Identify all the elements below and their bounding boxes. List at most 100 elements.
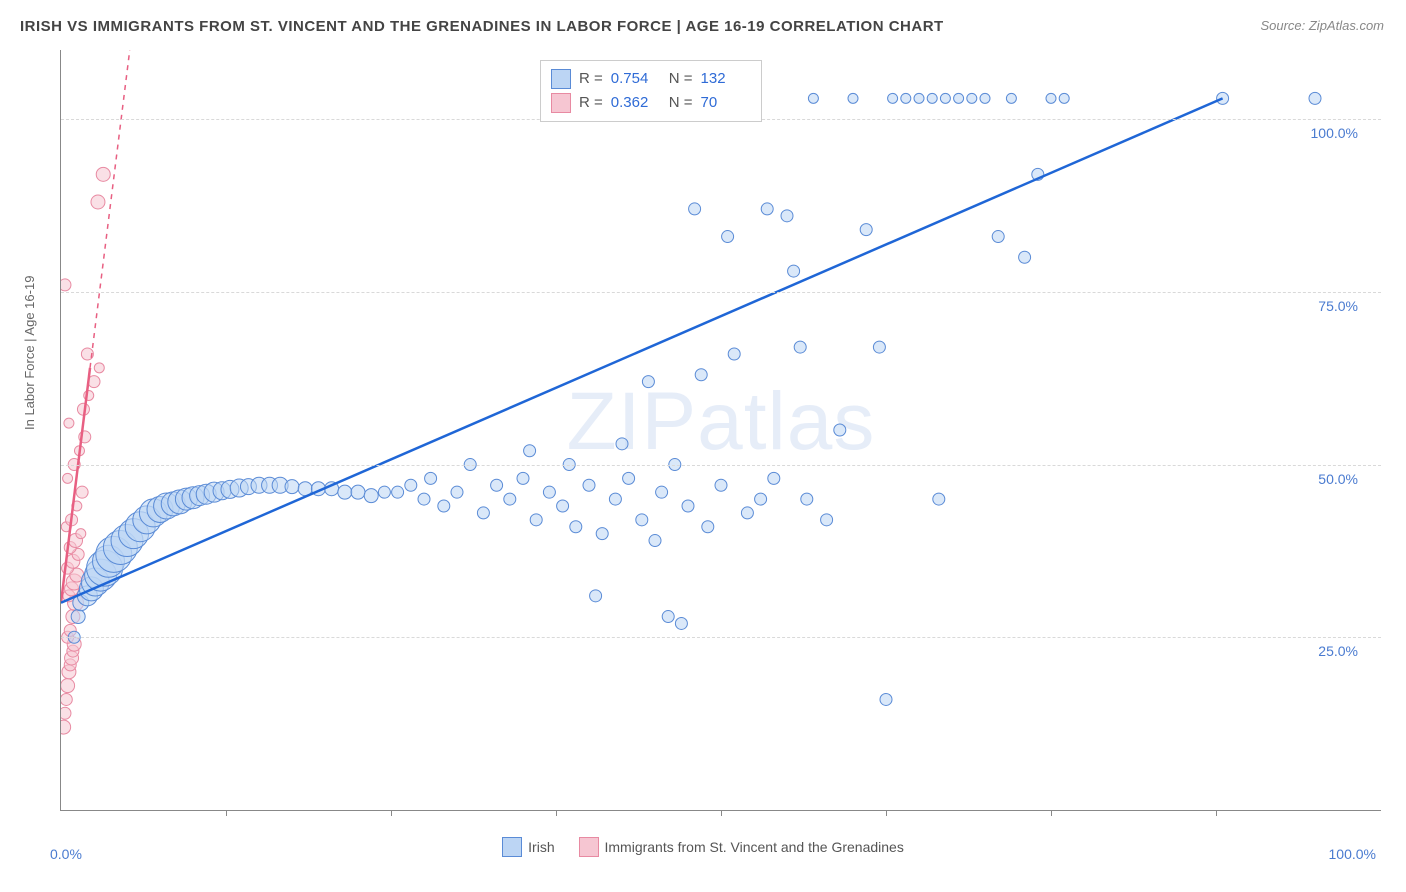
data-point (702, 521, 714, 533)
data-point (642, 376, 654, 388)
x-tick (391, 810, 392, 816)
data-point (649, 535, 661, 547)
series-legend: Irish Immigrants from St. Vincent and th… (0, 837, 1406, 860)
data-point (61, 679, 75, 693)
data-point (1046, 93, 1056, 103)
data-point (71, 610, 85, 624)
data-point (338, 485, 352, 499)
swatch-irish (502, 837, 522, 857)
y-axis-label: In Labor Force | Age 16-19 (22, 276, 37, 430)
legend-row-svg: R = 0.362 N = 70 (551, 91, 751, 115)
trend-line (61, 98, 1223, 602)
data-point (888, 93, 898, 103)
x-tick (1051, 810, 1052, 816)
data-point (788, 265, 800, 277)
data-point (954, 93, 964, 103)
data-point (63, 473, 73, 483)
legend-item-svg: Immigrants from St. Vincent and the Gren… (579, 837, 904, 857)
gridline (61, 637, 1381, 638)
data-point (91, 195, 105, 209)
swatch-svg (579, 837, 599, 857)
data-point (285, 480, 299, 494)
data-point (438, 500, 450, 512)
n-label: N = (669, 91, 693, 115)
data-point (695, 369, 707, 381)
data-point (491, 479, 503, 491)
data-point (781, 210, 793, 222)
data-point (418, 493, 430, 505)
data-point (425, 472, 437, 484)
data-point (992, 231, 1004, 243)
data-point (530, 514, 542, 526)
data-point (933, 493, 945, 505)
n-value-svg: 70 (701, 91, 751, 115)
data-point (570, 521, 582, 533)
data-point (557, 500, 569, 512)
r-value-svg: 0.362 (611, 91, 661, 115)
x-tick (721, 810, 722, 816)
data-point (808, 93, 818, 103)
data-point (801, 493, 813, 505)
data-point (590, 590, 602, 602)
data-point (543, 486, 555, 498)
data-point (1019, 251, 1031, 263)
data-point (821, 514, 833, 526)
plot-area: ZIPatlas (60, 50, 1381, 811)
data-point (728, 348, 740, 360)
scatter-plot-svg (61, 50, 1381, 810)
data-point (524, 445, 536, 457)
r-label: R = (579, 67, 603, 91)
data-point (609, 493, 621, 505)
data-point (1309, 92, 1321, 104)
data-point (61, 279, 71, 291)
data-point (636, 514, 648, 526)
data-point (880, 693, 892, 705)
data-point (1217, 92, 1229, 104)
x-tick (226, 810, 227, 816)
r-label: R = (579, 91, 603, 115)
y-tick-label: 25.0% (1318, 643, 1358, 659)
x-tick (1216, 810, 1217, 816)
data-point (689, 203, 701, 215)
data-point (504, 493, 516, 505)
data-point (451, 486, 463, 498)
data-point (873, 341, 885, 353)
data-point (94, 363, 104, 373)
data-point (61, 707, 71, 719)
chart-title: IRISH VS IMMIGRANTS FROM ST. VINCENT AND… (20, 18, 944, 35)
data-point (405, 479, 417, 491)
gridline (61, 465, 1381, 466)
data-point (616, 438, 628, 450)
data-point (61, 693, 72, 705)
data-point (715, 479, 727, 491)
data-point (755, 493, 767, 505)
swatch-svg (551, 93, 571, 113)
data-point (76, 529, 86, 539)
x-tick (886, 810, 887, 816)
n-value-irish: 132 (701, 67, 751, 91)
data-point (834, 424, 846, 436)
r-value-irish: 0.754 (611, 67, 661, 91)
data-point (848, 93, 858, 103)
data-point (761, 203, 773, 215)
x-tick (556, 810, 557, 816)
legend-item-irish: Irish (502, 837, 554, 857)
data-point (378, 486, 390, 498)
data-point (517, 472, 529, 484)
data-point (364, 489, 378, 503)
data-point (980, 93, 990, 103)
data-point (768, 472, 780, 484)
legend-label-irish: Irish (528, 839, 554, 855)
data-point (860, 224, 872, 236)
data-point (61, 720, 71, 734)
n-label: N = (669, 67, 693, 91)
data-point (656, 486, 668, 498)
data-point (96, 167, 110, 181)
data-point (682, 500, 694, 512)
data-point (392, 486, 404, 498)
data-point (351, 485, 365, 499)
data-point (940, 93, 950, 103)
data-point (596, 528, 608, 540)
data-point (914, 93, 924, 103)
legend-row-irish: R = 0.754 N = 132 (551, 67, 751, 91)
